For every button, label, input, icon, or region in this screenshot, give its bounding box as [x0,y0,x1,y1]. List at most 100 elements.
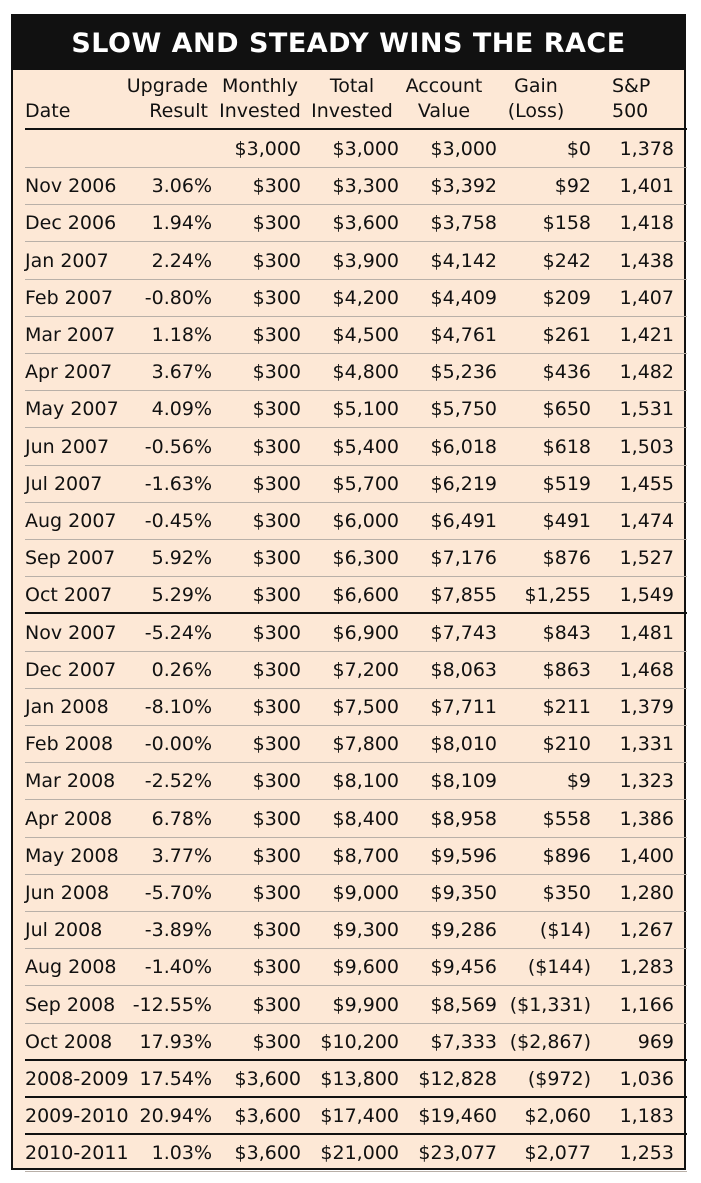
cell-total-invested: $9,900 [332,993,399,1016]
cell-gain-loss: ($972) [527,1068,591,1090]
cell-total-invested: $17,400 [320,1105,399,1128]
cell-gain-loss: $0 [566,138,591,160]
cell-gain-loss: $242 [542,249,591,272]
cell-upgrade-result: -0.00% [144,733,212,756]
cell-upgrade-result: 0.26% [151,658,212,681]
cell-total-invested: $5,400 [332,435,399,458]
cell-total-invested: $13,800 [320,1068,399,1090]
table-row: Feb 2008 -0.00% $300 $7,800 $8,010 $210 1,331 [25,726,687,764]
cell-account-value: $7,176 [430,547,497,570]
cell-monthly-invested: $300 [252,882,301,904]
cell-gain-loss: $436 [542,361,591,384]
cell-sp500: 1,036 [619,1068,674,1090]
cell-gain-loss: $1,255 [524,584,591,607]
cell-gain-loss: $92 [554,175,591,198]
row-divider [25,1171,687,1173]
cell-account-value: $3,758 [430,212,497,235]
cell-account-value: $4,142 [430,249,497,272]
cell-total-invested: $10,200 [320,1030,399,1053]
header-sp500: S&P 500 [612,75,651,122]
cell-sp500: 1,421 [619,324,674,346]
cell-upgrade-result: -8.10% [144,696,212,718]
cell-sp500: 1,386 [619,807,674,830]
cell-sp500: 1,481 [619,621,674,644]
table-row: May 2008 3.77% $300 $8,700 $9,596 $896 1,400 [25,838,687,875]
row-divider [25,799,687,801]
cell-sp500: 1,438 [619,249,674,272]
cell-date: Nov 2007 [25,621,117,644]
cell-sp500: 1,400 [619,844,674,867]
cell-monthly-invested: $3,600 [234,1142,301,1165]
cell-date: Mar 2007 [25,324,116,346]
table-title: SLOW AND STEADY WINS THE RACE [13,16,684,70]
cell-monthly-invested: $300 [252,1030,301,1053]
table-row: Mar 2008 -2.52% $300 $8,100 $8,109 $9 1,323 [25,763,687,801]
cell-total-invested: $3,300 [332,175,399,198]
cell-monthly-invested: $300 [252,993,301,1016]
cell-sp500: 1,531 [619,398,674,421]
row-divider [25,576,687,578]
cell-date: Jul 2008 [25,919,103,942]
cell-sp500: 1,482 [619,361,674,384]
cell-sp500: 1,253 [619,1142,674,1165]
cell-date: Jan 2008 [25,696,109,718]
cell-account-value: $7,743 [430,621,497,644]
cell-gain-loss: $876 [542,547,591,570]
cell-gain-loss: $2,060 [524,1105,591,1128]
cell-gain-loss: $211 [542,696,591,718]
cell-date: Jan 2007 [25,249,109,272]
cell-date: Mar 2008 [25,770,116,793]
table-row: Mar 2007 1.18% $300 $4,500 $4,761 $261 1,421 [25,317,687,354]
cell-date: 2008-2009 [25,1068,129,1090]
cell-date: Aug 2008 [25,956,117,979]
cell-gain-loss: ($1,331) [509,993,591,1016]
table-row: Jun 2008 -5.70% $300 $9,000 $9,350 $350 1,280 [25,875,687,912]
cell-account-value: $6,018 [430,435,497,458]
cell-total-invested: $6,900 [332,621,399,644]
cell-upgrade-result: 3.06% [151,175,212,198]
cell-gain-loss: ($144) [527,956,591,979]
cell-upgrade-result: -1.63% [144,472,212,495]
table-row: 2010-2011 1.03% $3,600 $21,000 $23,077 $2,077… [25,1135,687,1173]
cell-sp500: 1,418 [619,212,674,235]
cell-upgrade-result: 5.29% [151,584,212,607]
cell-total-invested: $3,000 [332,138,399,160]
cell-account-value: $7,855 [430,584,497,607]
cell-account-value: $3,000 [430,138,497,160]
cell-gain-loss: $618 [542,435,591,458]
table-row: Jan 2007 2.24% $300 $3,900 $4,142 $242 1,438 [25,243,687,280]
cell-total-invested: $5,700 [332,472,399,495]
cell-sp500: 1,323 [619,770,674,793]
table-row: Apr 2007 3.67% $300 $4,800 $5,236 $436 1,482 [25,354,687,392]
row-divider [25,464,687,466]
cell-upgrade-result: -3.89% [144,919,212,942]
row-divider [25,427,687,429]
cell-gain-loss: $350 [542,882,591,904]
table-row: Oct 2007 5.29% $300 $6,600 $7,855 $1,255 1,549 [25,577,687,615]
cell-account-value: $8,569 [430,993,497,1016]
header-account-value: Account Value [405,75,483,122]
row-divider [25,278,687,280]
cell-upgrade-result: -0.45% [144,510,212,532]
row-divider [25,353,687,354]
row-divider [25,873,687,875]
cell-monthly-invested: $300 [252,286,301,309]
cell-account-value: $12,828 [418,1068,497,1090]
cell-account-value: $19,460 [418,1105,497,1128]
cell-date: Sep 2008 [25,993,116,1016]
cell-date: Jul 2007 [25,472,103,495]
row-divider [25,762,687,764]
table-row: $3,000 $3,000 $3,000 $0 1,378 [25,131,687,168]
cell-total-invested: $3,900 [332,249,399,272]
cell-sp500: 1,401 [619,175,674,198]
row-divider [25,241,687,243]
table-row: May 2007 4.09% $300 $5,100 $5,750 $650 1,531 [25,391,687,429]
cell-account-value: $4,409 [430,286,497,309]
cell-upgrade-result: 1.94% [151,212,212,235]
cell-monthly-invested: $300 [252,324,301,346]
row-divider [25,204,687,206]
cell-sp500: 1,166 [619,993,674,1016]
cell-monthly-invested: $300 [252,249,301,272]
cell-upgrade-result: 2.24% [151,249,212,272]
cell-monthly-invested: $300 [252,510,301,532]
